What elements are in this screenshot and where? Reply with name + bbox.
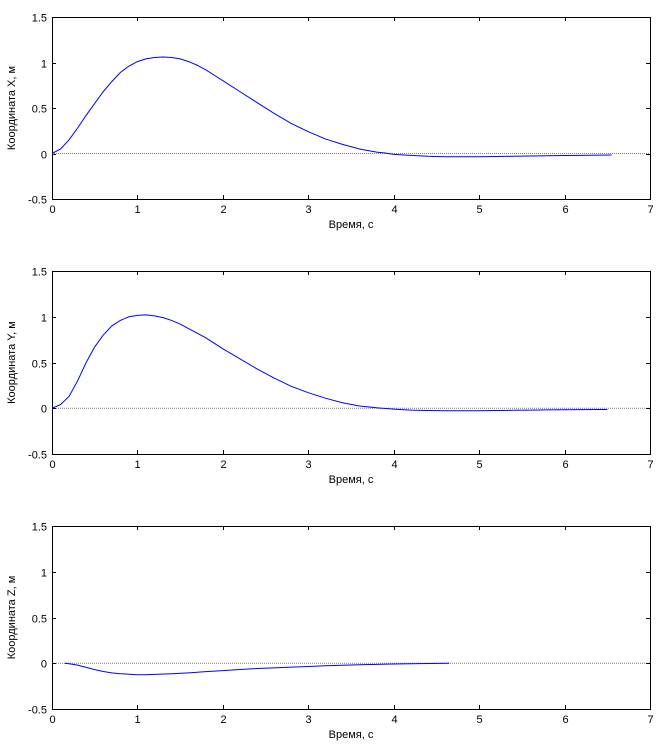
x-tick-label: 1 xyxy=(134,459,140,471)
axes-box xyxy=(52,17,651,200)
x-tick-label: 5 xyxy=(476,204,482,216)
x-tick-label: 7 xyxy=(647,459,653,471)
x-axis-label: Время, с xyxy=(329,729,374,741)
x-tick-label: 3 xyxy=(305,459,311,471)
y-axis-label: Координата X, м xyxy=(6,66,18,150)
y-axis-label: Координата Y, м xyxy=(6,321,18,404)
y-tick-label: 1.5 xyxy=(32,13,47,25)
series-line-1 xyxy=(51,314,608,412)
axes-box xyxy=(52,271,651,455)
x-tick-label: 2 xyxy=(220,714,226,726)
x-tick-label: 6 xyxy=(562,459,568,471)
x-tick-label: 6 xyxy=(562,204,568,216)
y-tick-label: 1.5 xyxy=(32,267,47,279)
y-tick-label: 1 xyxy=(41,313,47,325)
x-axis-label: Время, с xyxy=(329,219,374,231)
axes-box xyxy=(52,526,651,710)
x-tick-label: 4 xyxy=(391,459,397,471)
x-tick-label: 2 xyxy=(220,459,226,471)
y-tick-label: 1 xyxy=(41,568,47,580)
x-tick-label: 4 xyxy=(391,204,397,216)
y-tick-label: 0.5 xyxy=(32,104,47,116)
x-tick-label: 3 xyxy=(305,204,311,216)
series-line-1 xyxy=(51,56,612,158)
x-tick-label: 0 xyxy=(49,459,55,471)
y-tick-label: 1 xyxy=(41,59,47,71)
x-tick-label: 5 xyxy=(476,714,482,726)
y-tick-label: -0.5 xyxy=(28,450,47,462)
x-tick-label: 1 xyxy=(134,714,140,726)
y-axis-label: Координата Z, м xyxy=(6,576,18,660)
x-tick-label: 0 xyxy=(49,714,55,726)
y-tick-label: 0 xyxy=(41,404,47,416)
x-tick-label: 2 xyxy=(220,204,226,216)
x-tick-label: 7 xyxy=(647,204,653,216)
x-tick-label: 0 xyxy=(49,204,55,216)
y-tick-label: -0.5 xyxy=(28,195,47,207)
y-tick-label: 1.5 xyxy=(32,522,47,534)
y-tick-label: 0.5 xyxy=(32,359,47,371)
x-tick-label: 1 xyxy=(134,204,140,216)
y-tick-label: 0.5 xyxy=(32,614,47,626)
x-tick-label: 3 xyxy=(305,714,311,726)
y-tick-label: -0.5 xyxy=(28,705,47,717)
series-line-1 xyxy=(64,662,450,676)
x-axis-label: Время, с xyxy=(329,474,374,486)
x-tick-label: 5 xyxy=(476,459,482,471)
x-tick-label: 4 xyxy=(391,714,397,726)
x-tick-label: 6 xyxy=(562,714,568,726)
y-tick-label: 0 xyxy=(41,659,47,671)
x-tick-label: 7 xyxy=(647,714,653,726)
y-tick-label: 0 xyxy=(41,150,47,162)
